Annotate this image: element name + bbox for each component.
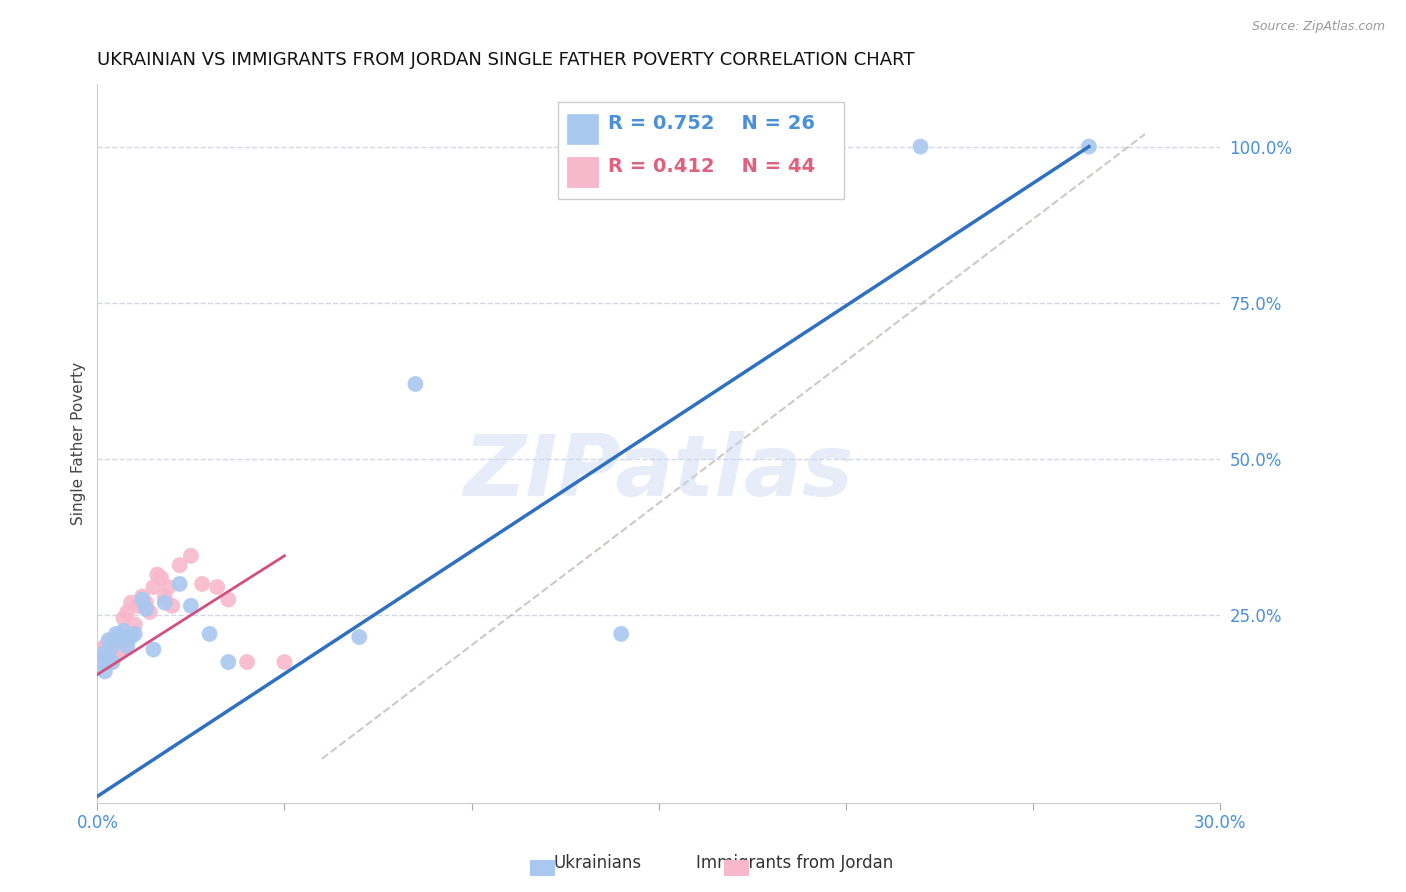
Point (236, 655, 259, 669)
Text: Source: ZipAtlas.com: Source: ZipAtlas.com (1251, 20, 1385, 33)
Point (404, 377, 426, 392)
Point (169, 558, 191, 573)
Point (153, 596, 176, 610)
Point (90, 648, 112, 663)
Bar (567, 113, 598, 144)
Point (191, 577, 214, 591)
Point (97, 648, 120, 663)
Point (217, 592, 239, 607)
Point (105, 642, 128, 657)
Point (101, 640, 124, 654)
Point (94, 640, 117, 654)
Point (779, 139, 801, 153)
Point (94, 648, 117, 663)
Point (108, 636, 131, 650)
Point (160, 599, 183, 613)
Point (97, 642, 120, 657)
FancyBboxPatch shape (558, 102, 844, 199)
Point (108, 630, 131, 644)
Point (610, 627, 633, 641)
Point (128, 599, 150, 613)
Text: R = 0.752    N = 26: R = 0.752 N = 26 (607, 114, 815, 133)
Point (90, 655, 112, 669)
Point (112, 624, 135, 638)
Point (101, 655, 124, 669)
Point (97, 652, 120, 666)
Point (180, 599, 202, 613)
Point (94, 646, 117, 660)
Text: UKRAINIAN VS IMMIGRANTS FROM JORDAN SINGLE FATHER POVERTY CORRELATION CHART: UKRAINIAN VS IMMIGRANTS FROM JORDAN SING… (97, 51, 915, 69)
Point (198, 627, 221, 641)
Point (910, 139, 932, 153)
Point (142, 580, 165, 594)
Text: Ukrainians: Ukrainians (554, 855, 641, 872)
Point (101, 646, 124, 660)
Point (1077, 139, 1099, 153)
Bar (567, 157, 598, 186)
Point (131, 592, 153, 607)
Point (146, 567, 169, 582)
Point (138, 605, 160, 619)
Text: ZIPatlas: ZIPatlas (464, 431, 853, 514)
Point (117, 605, 139, 619)
Point (101, 655, 124, 669)
Point (97, 636, 120, 650)
Point (273, 655, 295, 669)
Point (142, 642, 165, 657)
Point (108, 627, 131, 641)
Point (180, 549, 202, 563)
Point (101, 636, 124, 650)
Point (112, 611, 135, 625)
Point (135, 596, 157, 610)
Point (153, 590, 176, 604)
Point (131, 590, 153, 604)
Text: Immigrants from Jordan: Immigrants from Jordan (696, 855, 893, 872)
Point (97, 633, 120, 648)
Point (217, 655, 239, 669)
Point (135, 602, 157, 616)
Point (94, 655, 117, 669)
Point (124, 617, 146, 632)
Point (117, 640, 139, 654)
Point (124, 627, 146, 641)
Point (105, 633, 128, 648)
Point (157, 580, 180, 594)
Point (149, 571, 172, 585)
Point (120, 630, 142, 644)
Point (105, 627, 128, 641)
Point (97, 655, 120, 669)
Text: R = 0.412    N = 44: R = 0.412 N = 44 (607, 157, 815, 177)
Point (90, 642, 112, 657)
Point (112, 642, 135, 657)
Point (117, 633, 139, 648)
Point (94, 665, 117, 679)
Point (169, 577, 191, 591)
Point (349, 630, 371, 644)
Point (120, 627, 142, 641)
Point (108, 646, 131, 660)
Point (205, 580, 228, 594)
Point (90, 655, 112, 669)
Point (112, 630, 135, 644)
Point (120, 596, 142, 610)
Y-axis label: Single Father Poverty: Single Father Poverty (72, 362, 86, 524)
Point (105, 648, 128, 663)
